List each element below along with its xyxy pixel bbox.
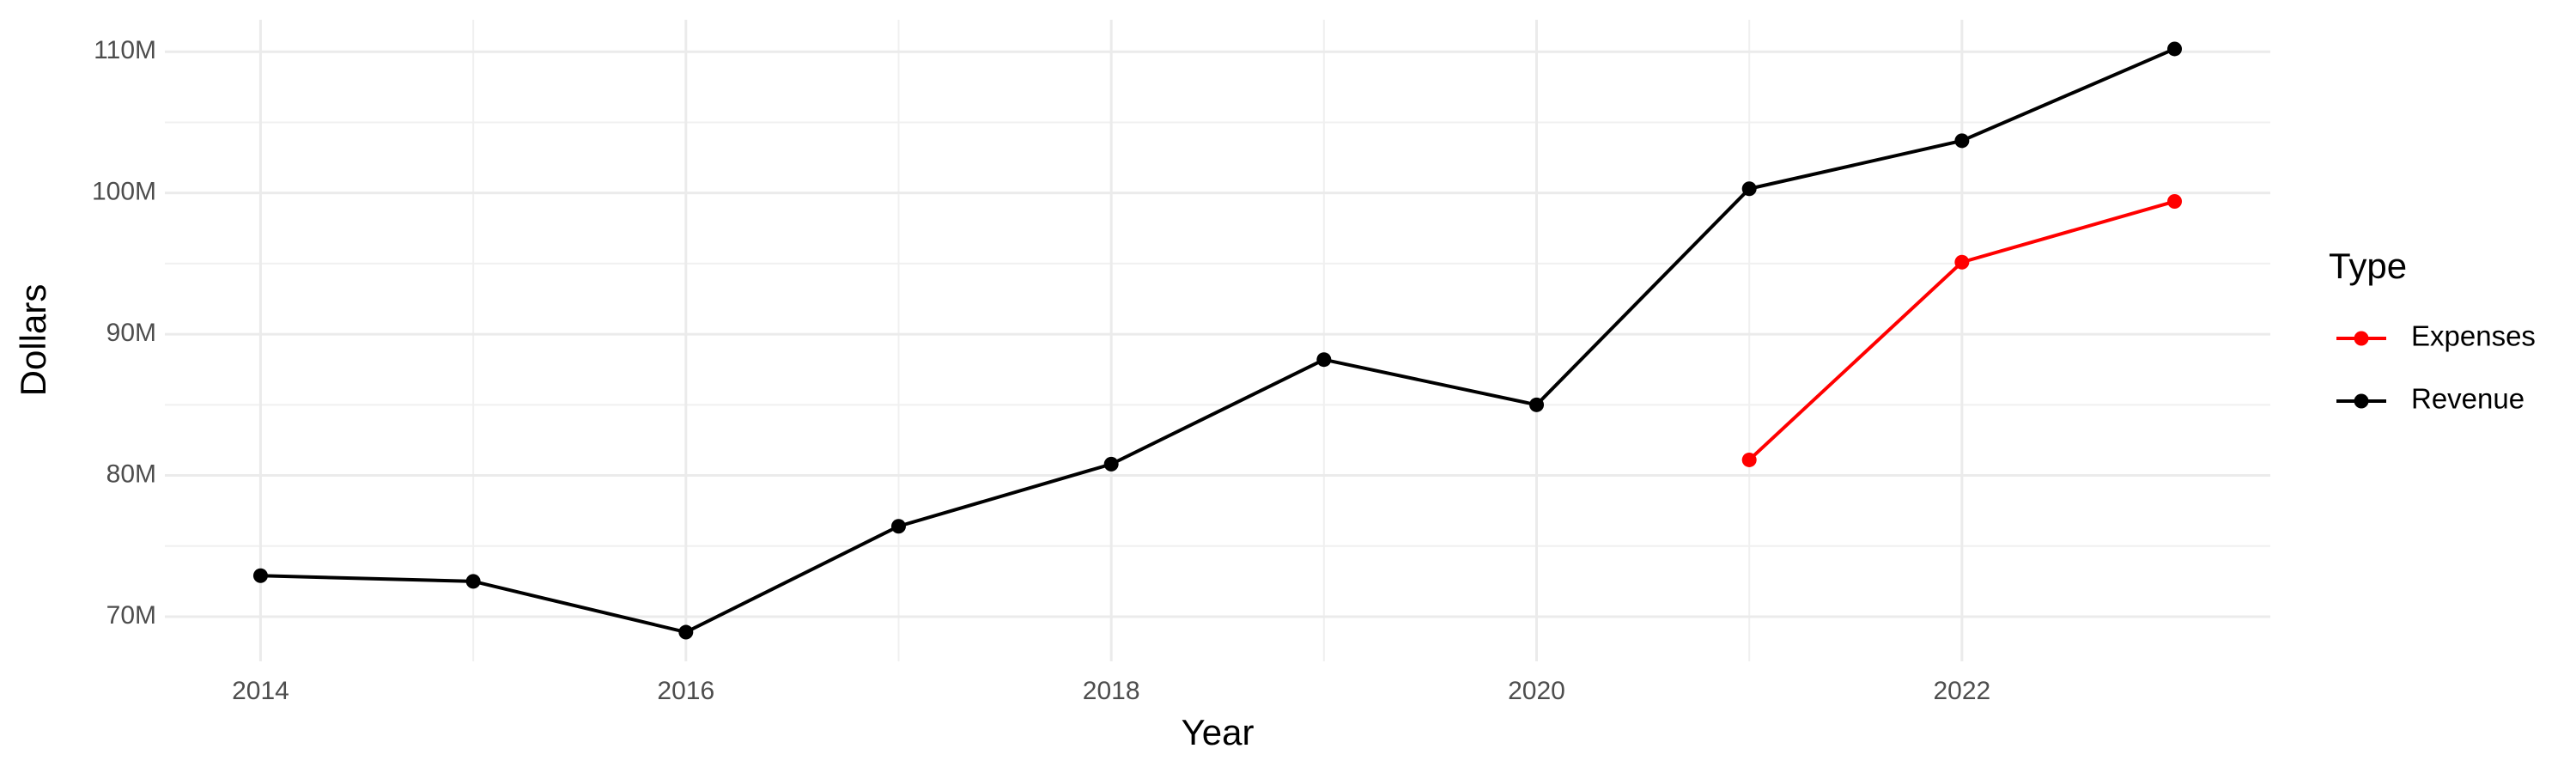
data-point bbox=[465, 574, 481, 589]
legend-label: Revenue bbox=[2411, 383, 2524, 415]
data-point bbox=[1954, 254, 1970, 270]
legend-label: Expenses bbox=[2411, 320, 2536, 352]
y-tick-label: 100M bbox=[92, 178, 156, 206]
data-point bbox=[1316, 352, 1332, 368]
data-point bbox=[890, 519, 906, 534]
y-tick-label: 80M bbox=[106, 460, 156, 488]
legend-marker bbox=[2354, 331, 2369, 346]
x-tick-label: 2016 bbox=[657, 677, 714, 705]
x-tick-label: 2020 bbox=[1508, 677, 1565, 705]
data-point bbox=[1103, 456, 1119, 472]
legend-marker bbox=[2354, 393, 2369, 409]
data-point bbox=[1954, 133, 1970, 149]
data-point bbox=[678, 624, 694, 640]
series-line bbox=[260, 47, 2176, 635]
x-tick-label: 2022 bbox=[1933, 677, 1990, 705]
x-tick-label: 2014 bbox=[232, 677, 289, 705]
x-axis-title: Year bbox=[1182, 712, 1255, 752]
data-point bbox=[1741, 181, 1757, 197]
y-tick-label: 110M bbox=[94, 36, 156, 64]
data-point bbox=[2167, 194, 2183, 210]
y-tick-label: 70M bbox=[106, 601, 156, 630]
y-axis-title: Dollars bbox=[13, 284, 53, 397]
legend-title: Type bbox=[2329, 246, 2407, 286]
data-point bbox=[2167, 41, 2183, 57]
data-point bbox=[1741, 452, 1757, 467]
data-point bbox=[252, 568, 268, 583]
x-tick-label: 2018 bbox=[1083, 677, 1140, 705]
y-tick-label: 90M bbox=[106, 319, 156, 347]
data-point bbox=[1529, 397, 1545, 412]
